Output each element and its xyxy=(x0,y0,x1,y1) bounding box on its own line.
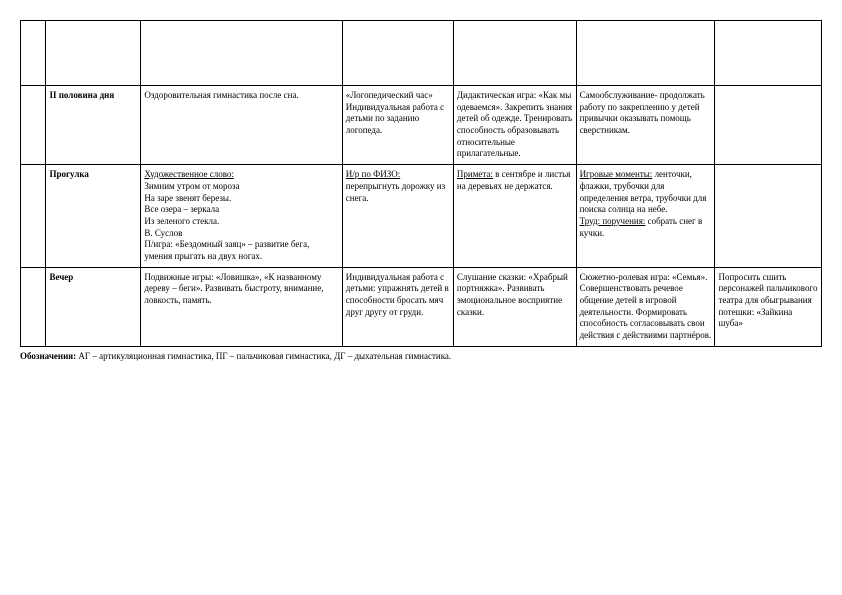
cell xyxy=(21,267,46,346)
cell: Сюжетно-ролевая игра: «Семья». Совершенс… xyxy=(576,267,715,346)
cell xyxy=(21,86,46,165)
period-cell: Вечер xyxy=(46,267,141,346)
cell: Оздоровительная гимнастика после сна. xyxy=(141,86,342,165)
cell: Слушание сказки: «Храбрый портняжка». Ра… xyxy=(453,267,576,346)
cell xyxy=(715,165,822,268)
cell xyxy=(453,21,576,86)
cell xyxy=(21,21,46,86)
schedule-table: II половина дня Оздоровительная гимнасти… xyxy=(20,20,822,347)
cell xyxy=(141,21,342,86)
cell xyxy=(576,21,715,86)
cell: Подвижные игры: «Ловишка», «К названному… xyxy=(141,267,342,346)
cell: Примета: в сентябре и листья на деревьях… xyxy=(453,165,576,268)
period-cell: II половина дня xyxy=(46,86,141,165)
period-label: Вечер xyxy=(49,272,73,282)
cell: «Логопедический час» Индивидуальная рабо… xyxy=(342,86,453,165)
cell: Индивидуальная работа с детьми: упражнят… xyxy=(342,267,453,346)
literary-heading: Художественное слово: xyxy=(144,169,234,179)
sign-label: Примета: xyxy=(457,169,493,179)
cell xyxy=(46,21,141,86)
play-label: Игровые моменты: xyxy=(580,169,653,179)
cell: Дидактическая игра: «Как мы одеваемся». … xyxy=(453,86,576,165)
period-label: Прогулка xyxy=(49,169,88,179)
cell: Игровые моменты: ленточки, флажки, трубо… xyxy=(576,165,715,268)
cell xyxy=(21,165,46,268)
cell: Попросить сшить персонажей пальчикового … xyxy=(715,267,822,346)
cell xyxy=(715,86,822,165)
cell xyxy=(715,21,822,86)
cell xyxy=(342,21,453,86)
footnote-text: АГ – артикуляционная гимнастика, ПГ – па… xyxy=(76,351,451,361)
row-walk: Прогулка Художественное слово: Зимним ут… xyxy=(21,165,822,268)
header-row xyxy=(21,21,822,86)
cell: Самообслуживание- продолжать работу по з… xyxy=(576,86,715,165)
literary-body: Зимним утром от морозаНа заре звенят бер… xyxy=(144,181,309,261)
work-label: Труд: поручения: xyxy=(580,216,646,226)
row-evening: Вечер Подвижные игры: «Ловишка», «К назв… xyxy=(21,267,822,346)
row-afternoon: II половина дня Оздоровительная гимнасти… xyxy=(21,86,822,165)
cell: И/р по ФИЗО: перепрыгнуть дорожку из сне… xyxy=(342,165,453,268)
cell: Художественное слово: Зимним утром от мо… xyxy=(141,165,342,268)
phys-text: перепрыгнуть дорожку из снега. xyxy=(346,181,445,203)
footnote-label: Обозначения: xyxy=(20,351,76,361)
period-label: II половина дня xyxy=(49,90,114,100)
phys-label: И/р по ФИЗО: xyxy=(346,169,400,179)
period-cell: Прогулка xyxy=(46,165,141,268)
footnote: Обозначения: АГ – артикуляционная гимнас… xyxy=(20,351,822,361)
